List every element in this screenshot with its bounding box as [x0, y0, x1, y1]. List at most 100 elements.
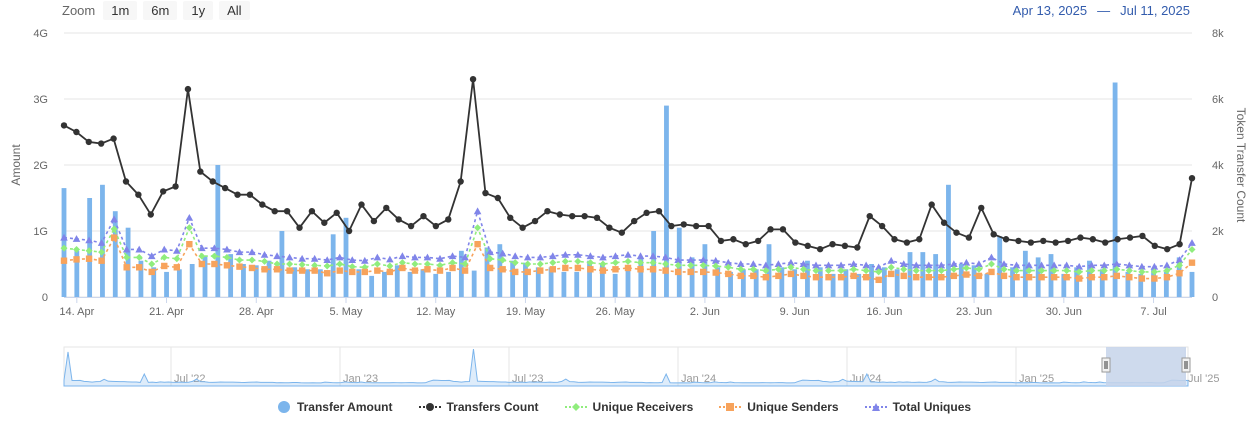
unique-receivers-point — [887, 263, 895, 271]
unique-receivers-point — [311, 261, 319, 269]
transfer-amount-bar — [958, 264, 964, 297]
transfers-count-point — [507, 214, 514, 221]
transfers-count-point — [482, 189, 489, 197]
total-uniques-point — [624, 250, 632, 258]
unique-receivers-point — [160, 253, 168, 261]
transfer-amount-bar — [164, 271, 169, 297]
transfers-count-point — [940, 219, 948, 226]
total-uniques-point — [448, 252, 457, 260]
unique-receivers-point — [1000, 265, 1008, 273]
transfers-count-point — [1002, 236, 1010, 243]
zoom-6m-button[interactable]: 6m — [143, 0, 178, 20]
transfers-count-point — [383, 204, 390, 212]
range-to-input[interactable]: Jul 11, 2025 — [1120, 2, 1190, 18]
navigator-handle[interactable] — [1101, 357, 1111, 373]
transfers-count-point — [531, 217, 539, 225]
total-uniques-point — [285, 253, 294, 261]
legend-transfer-amount[interactable]: Transfer Amount — [277, 400, 393, 414]
total-uniques-point — [837, 261, 845, 269]
transfer-amount-bar — [1138, 273, 1144, 297]
x-tick-label: 5. May — [329, 306, 363, 318]
transfer-amount-bar — [305, 269, 310, 297]
unique-senders-point — [449, 264, 456, 272]
navigator-handle[interactable] — [1181, 357, 1191, 373]
unique-receivers-point — [373, 260, 381, 268]
zoom-all-button[interactable]: All — [219, 0, 250, 20]
y-axis-right: 0 2k 4k 6k 8k — [1212, 28, 1224, 304]
unique-senders-point — [1038, 274, 1045, 281]
transfers-count-point — [445, 216, 452, 223]
unique-senders-point — [161, 262, 168, 270]
transfer-amount-bar — [176, 269, 182, 297]
transfer-amount-bar — [369, 275, 375, 297]
transfer-amount-bar — [151, 267, 157, 297]
unique-receivers-point — [599, 260, 607, 268]
transfer-amount-bar — [292, 267, 298, 297]
total-uniques-point — [1062, 261, 1071, 269]
y-axis-left: 0 1G 2G 3G 4G — [33, 28, 48, 304]
total-uniques-point — [498, 249, 507, 257]
transfers-count-point — [308, 208, 316, 215]
legend-line-square-icon — [719, 403, 742, 411]
total-uniques-point — [160, 245, 169, 253]
transfer-amount-bar — [484, 247, 490, 297]
unique-receivers-point — [1150, 268, 1158, 276]
total-uniques-point — [348, 256, 357, 264]
legend-unique-receivers[interactable]: Unique Receivers — [564, 400, 693, 414]
unique-receivers-point — [812, 267, 820, 275]
transfers-count-point — [122, 178, 130, 185]
unique-receivers-point — [787, 263, 795, 271]
legend-total-uniques[interactable]: Total Uniques — [864, 400, 971, 414]
total-uniques-point — [135, 245, 143, 253]
unique-senders-point — [211, 260, 218, 268]
x-tick-label: 26. May — [596, 306, 636, 318]
unique-senders-point — [1151, 275, 1158, 282]
legend-transfers-count[interactable]: Transfers Count — [418, 400, 539, 414]
unique-senders-point — [762, 274, 770, 281]
total-uniques-point — [273, 252, 281, 260]
zoom-1y-button[interactable]: 1y — [183, 0, 214, 20]
transfer-amount-bar — [407, 271, 413, 297]
unique-receivers-point — [1050, 267, 1058, 275]
transfers-count-point — [593, 214, 601, 221]
unique-senders-point — [85, 255, 93, 262]
transfers-count-point — [556, 211, 564, 218]
total-uniques-point — [260, 250, 269, 258]
total-uniques-point — [173, 247, 181, 254]
transfers-count-point — [655, 208, 663, 215]
transfers-count-point — [1102, 239, 1109, 246]
transfer-amount-bar — [664, 105, 669, 297]
total-uniques-point — [661, 253, 670, 261]
total-uniques-point — [1050, 261, 1058, 269]
total-uniques-point — [561, 250, 570, 258]
transfers-count-point — [990, 231, 997, 238]
total-uniques-point — [599, 253, 607, 261]
legend-unique-senders[interactable]: Unique Senders — [719, 400, 839, 414]
total-uniques-point — [248, 248, 256, 256]
transfer-amount-bar — [458, 250, 464, 297]
transfers-count-point — [234, 191, 241, 198]
total-uniques-point — [787, 258, 795, 266]
unique-senders-point — [248, 264, 256, 272]
unique-receivers-point — [286, 260, 294, 268]
total-uniques-point — [1075, 262, 1083, 270]
unique-senders-point — [988, 268, 995, 276]
range-from-input[interactable]: Apr 13, 2025 — [1012, 2, 1088, 18]
transfer-amount-bar — [215, 165, 221, 297]
transfer-amount-bar — [856, 273, 862, 297]
unique-senders-point — [1163, 274, 1171, 281]
zoom-1m-button[interactable]: 1m — [103, 0, 138, 20]
transfers-count-point — [854, 244, 861, 251]
x-tick-label: 21. Apr — [149, 306, 184, 318]
transfer-amount-bar — [138, 260, 144, 297]
transfers-count-point — [630, 217, 638, 225]
legend-dot-icon — [277, 401, 290, 413]
transfer-amount-bar — [279, 231, 285, 297]
unique-senders-point — [1188, 259, 1196, 266]
total-uniques-point — [411, 253, 419, 261]
transfers-count-point — [172, 183, 179, 190]
range-separator: — — [1097, 2, 1111, 18]
transfer-amount-bar — [920, 252, 926, 297]
unique-senders-point — [900, 272, 907, 280]
